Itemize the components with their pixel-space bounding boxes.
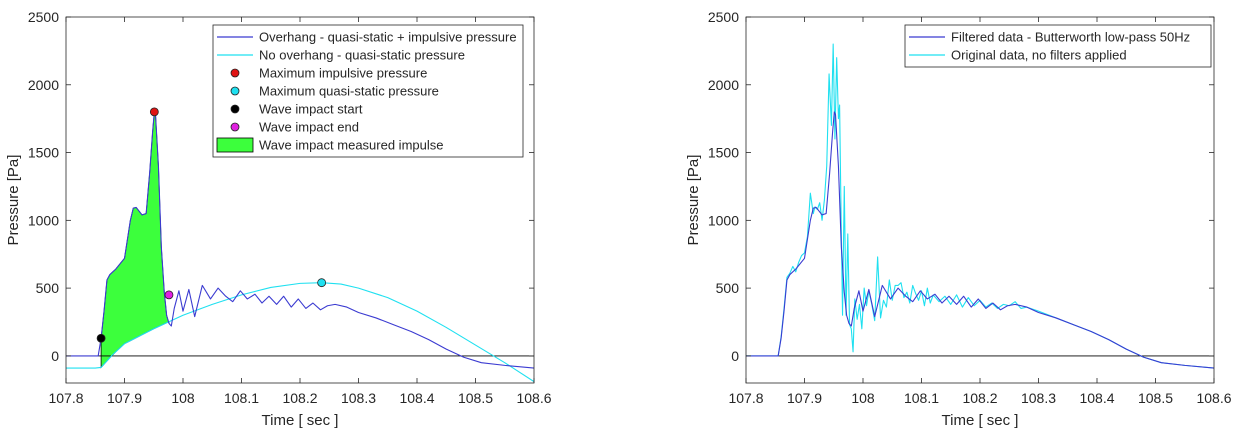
x-axis-label: Time [ sec ] bbox=[262, 412, 339, 429]
marker-layer bbox=[96, 107, 327, 343]
marker-0 bbox=[149, 107, 159, 117]
legend-marker-swatch bbox=[230, 122, 240, 132]
chart-left-impulse: 107.8 107.9 108 108.1 108.2 108.3 108.4 108.5 10… bbox=[5, 9, 552, 429]
x-tick-label: 108.3 bbox=[341, 390, 376, 406]
legend-marker-swatch bbox=[230, 86, 240, 96]
y-tick-label: 500 bbox=[716, 280, 740, 296]
legend: Filtered data - Butterworth low-pass 50H… bbox=[904, 24, 1212, 68]
legend-marker-swatch bbox=[230, 104, 240, 114]
x-tick-label: 108.2 bbox=[962, 390, 997, 406]
marker-3 bbox=[164, 290, 174, 300]
x-tick-label: 108 bbox=[171, 390, 195, 406]
marker-1 bbox=[317, 278, 327, 288]
legend-label: Original data, no filters applied bbox=[951, 48, 1127, 63]
legend-marker-swatch bbox=[230, 68, 240, 78]
axes-layer: 107.8 107.9 108 108.1 108.2 108.3 108.4 108.5 10… bbox=[708, 9, 1232, 406]
x-tick-label: 107.8 bbox=[48, 390, 83, 406]
y-tick-label: 1000 bbox=[28, 212, 59, 228]
y-axis-label: Pressure [Pa] bbox=[685, 155, 702, 246]
x-tick-label: 108.6 bbox=[516, 390, 551, 406]
y-axis-label: Pressure [Pa] bbox=[5, 155, 22, 246]
x-tick-label: 108.1 bbox=[904, 390, 939, 406]
x-tick-label: 107.9 bbox=[787, 390, 822, 406]
y-tick-label: 0 bbox=[51, 348, 59, 364]
legend-label: Filtered data - Butterworth low-pass 50H… bbox=[951, 30, 1190, 45]
series-line-0 bbox=[746, 111, 1215, 369]
y-tick-label: 2000 bbox=[28, 77, 59, 93]
y-tick-label: 1500 bbox=[28, 145, 59, 161]
legend-label: Wave impact start bbox=[259, 102, 363, 117]
legend-label: No overhang - quasi-static pressure bbox=[259, 48, 465, 63]
axes-layer: 107.8 107.9 108 108.1 108.2 108.3 108.4 108.5 10… bbox=[28, 9, 552, 406]
x-axis-label: Time [ sec ] bbox=[942, 412, 1019, 429]
x-tick-label: 108.5 bbox=[458, 390, 493, 406]
y-tick-label: 0 bbox=[731, 348, 739, 364]
legend-patch-swatch bbox=[216, 137, 254, 153]
y-tick-label: 2500 bbox=[708, 9, 739, 25]
x-tick-label: 108.4 bbox=[1079, 390, 1114, 406]
x-tick-label: 108 bbox=[851, 390, 875, 406]
y-tick-label: 2500 bbox=[28, 9, 59, 25]
impulse-area bbox=[100, 111, 170, 369]
y-tick-label: 500 bbox=[36, 280, 60, 296]
x-tick-label: 108.4 bbox=[399, 390, 434, 406]
series-line-1 bbox=[66, 282, 535, 383]
series-line-1 bbox=[746, 43, 1215, 369]
x-tick-label: 107.8 bbox=[728, 390, 763, 406]
legend-box bbox=[212, 24, 524, 158]
x-tick-label: 108.2 bbox=[282, 390, 317, 406]
legend-label: Maximum quasi-static pressure bbox=[259, 84, 439, 99]
y-tick-label: 1500 bbox=[708, 145, 739, 161]
x-tick-label: 108.5 bbox=[1138, 390, 1173, 406]
legend-label: Wave impact end bbox=[259, 120, 359, 135]
x-tick-label: 107.9 bbox=[107, 390, 142, 406]
legend-box bbox=[904, 24, 1212, 68]
chart-right-filter: 107.8 107.9 108 108.1 108.2 108.3 108.4 108.5 10… bbox=[685, 9, 1232, 429]
impulse-fill-layer bbox=[100, 111, 170, 369]
series-layer bbox=[66, 111, 535, 383]
x-tick-label: 108.6 bbox=[1196, 390, 1231, 406]
series-layer bbox=[746, 43, 1215, 369]
x-tick-label: 108.1 bbox=[224, 390, 259, 406]
y-tick-label: 2000 bbox=[708, 77, 739, 93]
legend: Overhang - quasi-static + impulsive pres… bbox=[212, 24, 524, 158]
legend-label: Overhang - quasi-static + impulsive pres… bbox=[259, 30, 517, 45]
legend-label: Wave impact measured impulse bbox=[259, 138, 443, 153]
marker-2 bbox=[96, 333, 106, 343]
axes-box bbox=[745, 16, 1215, 384]
legend-label: Maximum impulsive pressure bbox=[259, 66, 427, 81]
series-line-0 bbox=[66, 111, 535, 369]
x-tick-label: 108.3 bbox=[1021, 390, 1056, 406]
y-tick-label: 1000 bbox=[708, 212, 739, 228]
